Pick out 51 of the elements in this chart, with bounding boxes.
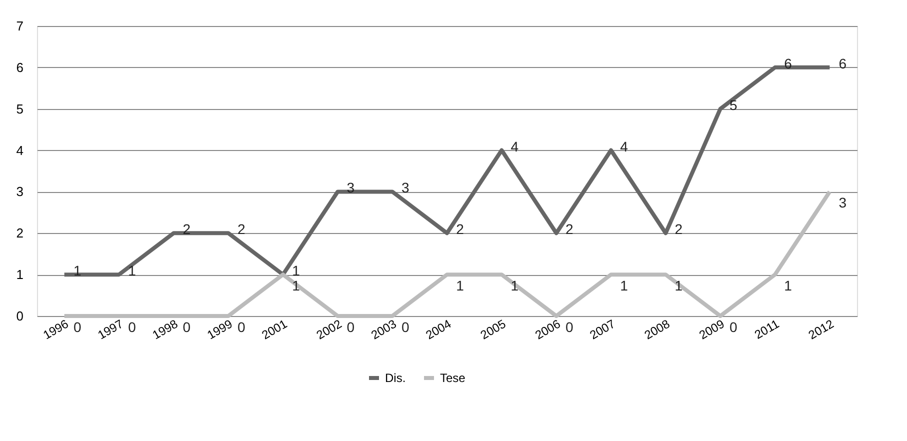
- x-tick-label: 2011: [752, 316, 782, 342]
- data-label: 0: [401, 319, 410, 335]
- data-label: 0: [565, 319, 574, 335]
- x-tick-label: 2009: [696, 316, 728, 342]
- x-tick-label: 1997: [95, 316, 126, 342]
- y-tick-label: 1: [16, 267, 24, 282]
- x-tick-label: 2005: [478, 316, 508, 342]
- data-label: 1: [292, 278, 300, 294]
- x-tick-label: 1999: [204, 316, 236, 342]
- x-tick-label: 2007: [587, 316, 618, 342]
- data-label: 0: [128, 319, 136, 335]
- data-label: 4: [510, 138, 519, 154]
- y-tick-label: 0: [16, 308, 24, 324]
- data-label: 0: [346, 319, 355, 335]
- data-label: 1: [784, 278, 792, 294]
- data-label: 4: [620, 138, 628, 154]
- data-label: 1: [674, 278, 683, 294]
- data-label: 0: [237, 319, 246, 335]
- data-label: 1: [510, 278, 519, 294]
- x-tick-label: 1996: [40, 316, 72, 342]
- x-tick-label: 2008: [642, 316, 672, 342]
- x-tick-label: 2012: [806, 316, 836, 342]
- y-tick-label: 5: [16, 101, 24, 116]
- data-label: 2: [565, 221, 574, 238]
- data-label: 6: [838, 55, 847, 72]
- x-tick-label: 2006: [532, 316, 564, 342]
- y-tick-label: 3: [16, 184, 24, 200]
- data-label: 3: [401, 180, 410, 196]
- data-label: 1: [128, 262, 136, 279]
- y-tick-label: 2: [16, 226, 24, 241]
- data-label: 2: [237, 221, 246, 238]
- x-tick-label: 2002: [314, 316, 344, 342]
- y-tick-label: 7: [16, 18, 24, 34]
- legend-label: Dis.: [385, 371, 406, 385]
- x-tick-label: 2001: [259, 316, 290, 342]
- data-label: 1: [456, 278, 464, 294]
- y-tick-label: 4: [16, 142, 24, 158]
- data-label: 5: [729, 96, 738, 113]
- data-label: 1: [620, 278, 628, 294]
- data-label: 0: [729, 319, 738, 335]
- data-label: 0: [182, 319, 191, 335]
- data-label: 3: [838, 194, 847, 211]
- x-tick-label: 2004: [423, 316, 454, 342]
- legend-label: Tese: [440, 371, 466, 385]
- data-label: 2: [456, 221, 464, 238]
- x-tick-label: 2003: [368, 316, 400, 342]
- data-label: 1: [292, 262, 300, 279]
- data-label: 0: [73, 319, 82, 335]
- x-tick-label: 1998: [150, 316, 180, 342]
- data-label: 2: [674, 221, 683, 238]
- y-tick-label: 6: [16, 60, 24, 75]
